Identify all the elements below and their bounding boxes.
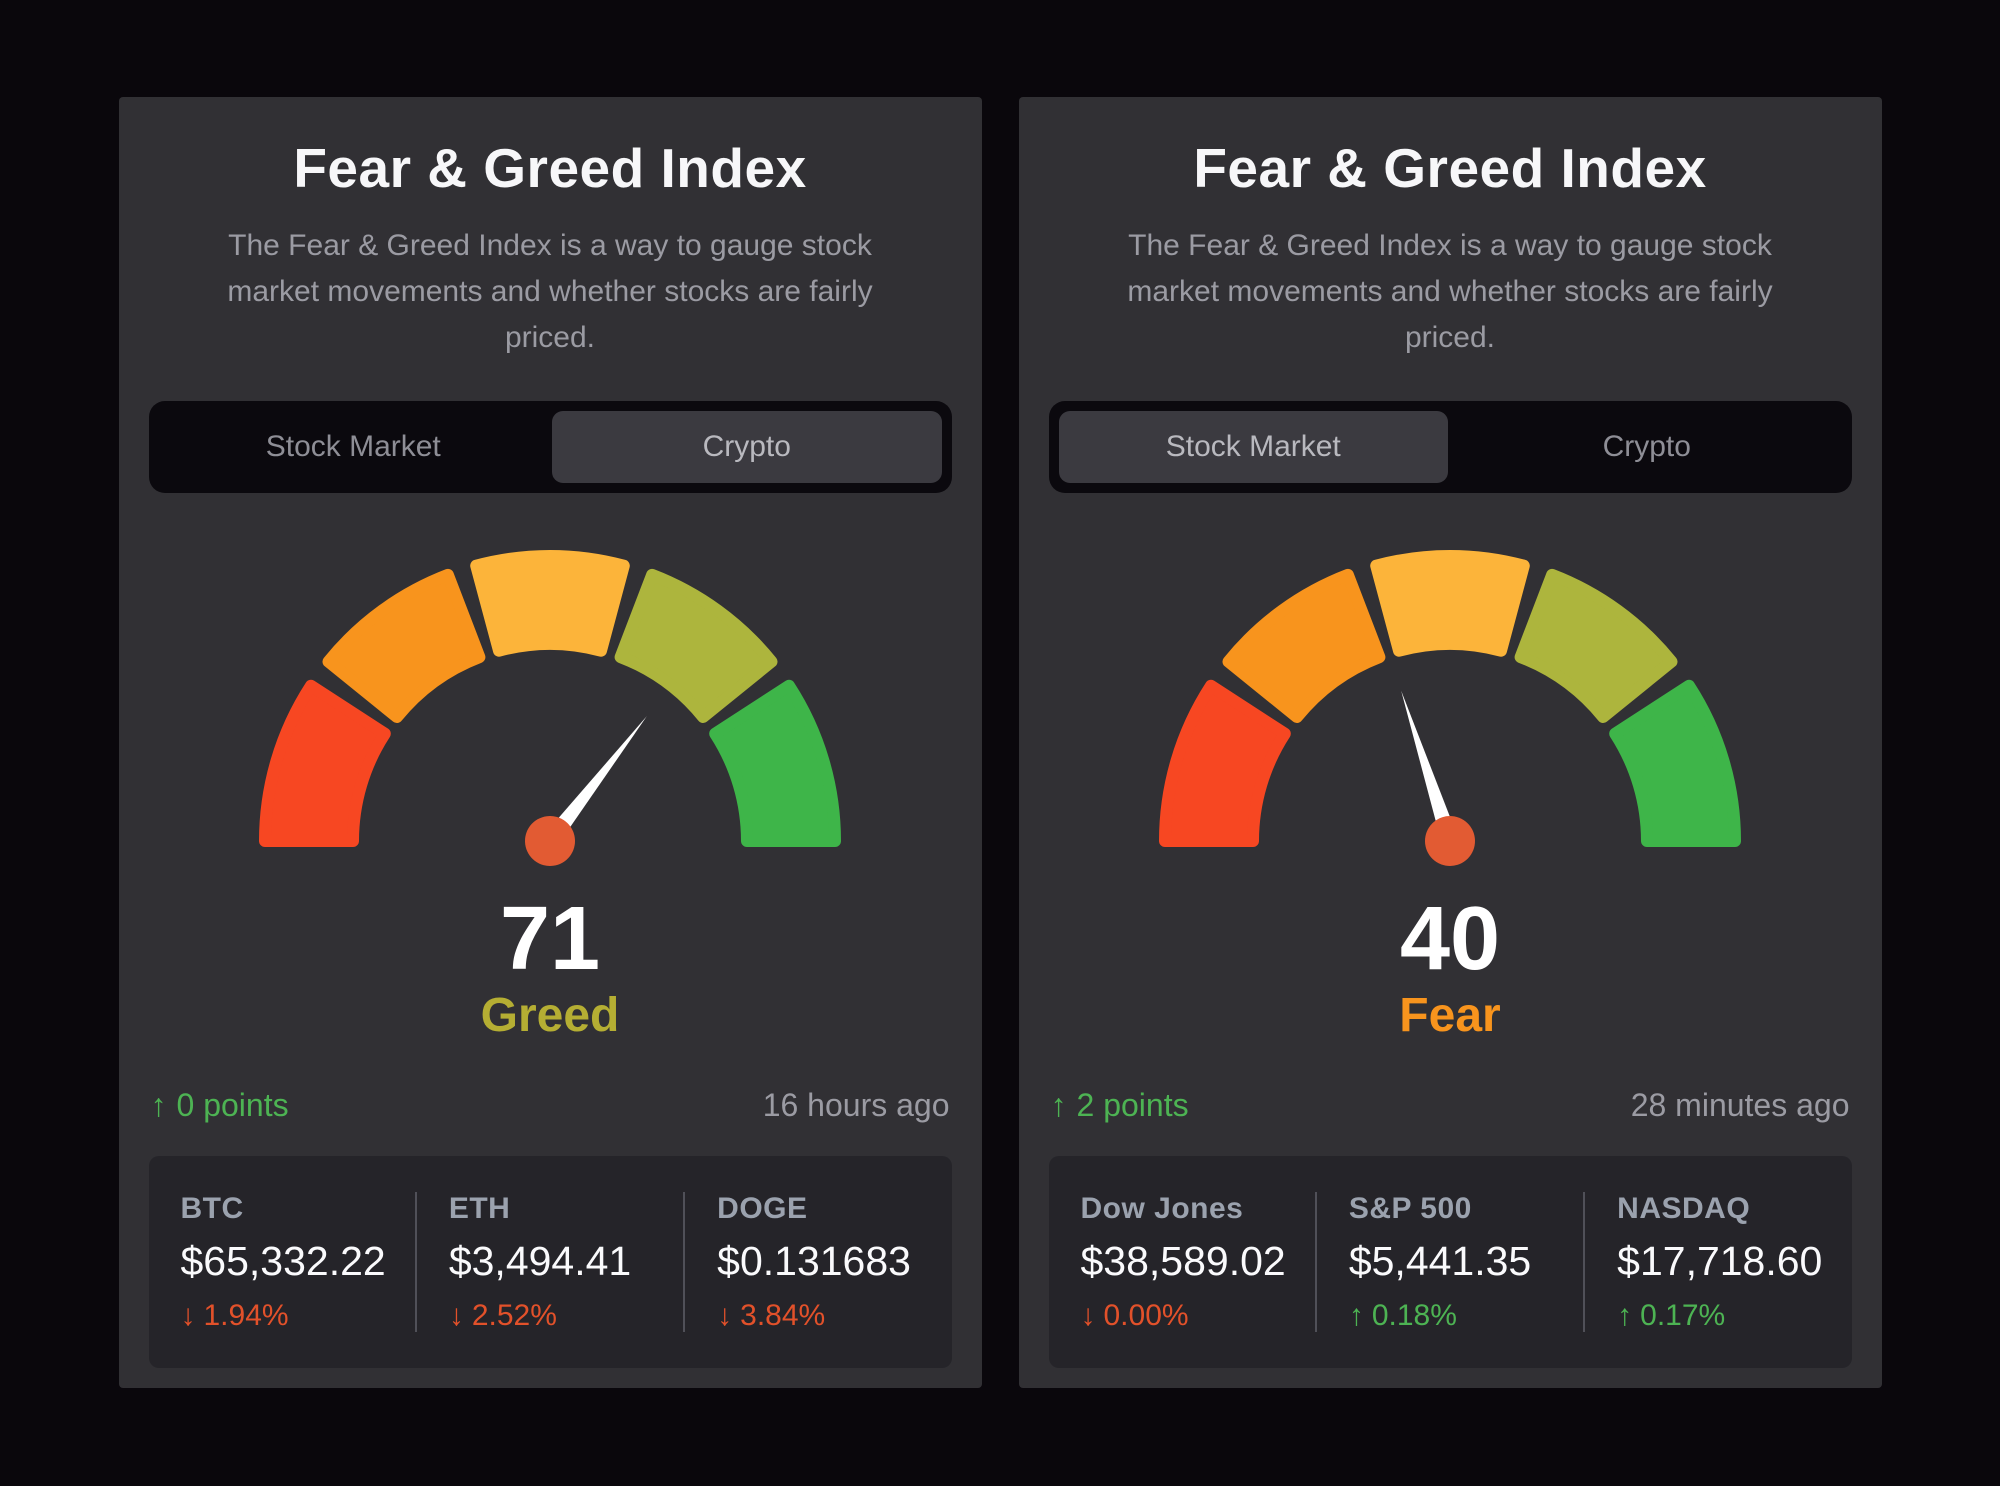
ticker-change-text: 0.00% bbox=[1103, 1298, 1189, 1332]
ticker-item-sp500: S&P 500 $5,441.35 ↑ 0.18% bbox=[1317, 1156, 1583, 1368]
ticker-price: $38,589.02 bbox=[1080, 1237, 1286, 1284]
ticker-item-dow-jones: Dow Jones $38,589.02 ↓ 0.00% bbox=[1049, 1156, 1315, 1368]
ticker-price: $0.131683 bbox=[717, 1237, 911, 1284]
gauge-needle bbox=[1401, 690, 1475, 866]
up-arrow-icon: ↑ bbox=[1050, 1087, 1067, 1123]
points-change: ↑ 2 points bbox=[1051, 1087, 1189, 1124]
up-arrow-icon: ↑ bbox=[1348, 1298, 1364, 1332]
card-description: The Fear & Greed Index is a way to gauge… bbox=[1127, 229, 1773, 354]
card-title: Fear & Greed Index bbox=[293, 137, 807, 199]
ticker-symbol: ETH bbox=[448, 1191, 511, 1225]
gauge-segment-extreme-greed bbox=[1609, 679, 1741, 847]
ticker-price: $65,332.22 bbox=[180, 1237, 386, 1284]
points-change-text: 0 points bbox=[176, 1087, 289, 1123]
tab-stock-market[interactable]: Stock Market bbox=[159, 411, 549, 483]
fear-greed-card-stock-market: Fear & Greed Index The Fear & Greed Inde… bbox=[1018, 97, 1882, 1388]
gauge-segment-extreme-fear bbox=[259, 679, 391, 847]
ticker-price: $5,441.35 bbox=[1348, 1237, 1532, 1284]
ticker-divider bbox=[683, 1192, 686, 1332]
ticker-change-text: 3.84% bbox=[740, 1298, 826, 1332]
ticker-change: ↓ 2.52% bbox=[449, 1299, 557, 1333]
ticker-panel: BTC $65,332.22 ↓ 1.94% ETH $3,494.41 ↓ 2.5… bbox=[148, 1156, 952, 1368]
ticker-panel: Dow Jones $38,589.02 ↓ 0.00% S&P 500 $5,4… bbox=[1048, 1156, 1852, 1368]
gauge-svg bbox=[259, 550, 841, 866]
ticker-change: ↑ 0.17% bbox=[1617, 1299, 1725, 1333]
ticker-change: ↓ 0.00% bbox=[1081, 1299, 1189, 1333]
gauge-segment-greed bbox=[614, 568, 778, 723]
gauge-segment-greed bbox=[1514, 568, 1678, 723]
down-arrow-icon: ↓ bbox=[448, 1298, 464, 1332]
gauge-segment-neutral bbox=[470, 550, 630, 657]
ticker-item-btc: BTC $65,332.22 ↓ 1.94% bbox=[149, 1156, 415, 1368]
tab-crypto[interactable]: Crypto bbox=[1452, 411, 1842, 483]
ticker-price: $17,718.60 bbox=[1617, 1237, 1823, 1284]
last-updated: 16 hours ago bbox=[762, 1087, 950, 1123]
ticker-item-doge: DOGE $0.131683 ↓ 3.84% bbox=[685, 1156, 951, 1368]
gauge-needle bbox=[525, 716, 647, 866]
ticker-price: $3,494.41 bbox=[448, 1237, 632, 1284]
gauge-segment-extreme-fear bbox=[1159, 679, 1291, 847]
market-tab-switcher: Stock Market Crypto bbox=[1048, 401, 1852, 493]
up-arrow-icon: ↑ bbox=[1617, 1298, 1633, 1332]
ticker-change-text: 2.52% bbox=[471, 1298, 557, 1332]
ticker-divider bbox=[414, 1192, 417, 1332]
fear-greed-gauge bbox=[1049, 541, 1852, 873]
ticker-symbol: Dow Jones bbox=[1080, 1191, 1244, 1225]
card-description: The Fear & Greed Index is a way to gauge… bbox=[227, 229, 873, 354]
gauge-sentiment-label: Fear bbox=[1399, 989, 1501, 1042]
gauge-segment-fear bbox=[1222, 568, 1386, 723]
down-arrow-icon: ↓ bbox=[180, 1298, 196, 1332]
gauge-value: 71 bbox=[499, 889, 601, 989]
ticker-change-text: 0.18% bbox=[1371, 1298, 1457, 1332]
ticker-symbol: S&P 500 bbox=[1348, 1191, 1472, 1225]
gauge-segment-fear bbox=[322, 568, 486, 723]
market-tab-switcher: Stock Market Crypto bbox=[148, 401, 952, 493]
gauge-segment-extreme-greed bbox=[709, 679, 841, 847]
points-change-text: 2 points bbox=[1076, 1087, 1189, 1123]
ticker-symbol: BTC bbox=[180, 1191, 244, 1225]
last-updated: 28 minutes ago bbox=[1630, 1087, 1850, 1123]
tab-stock-market[interactable]: Stock Market bbox=[1058, 411, 1448, 483]
fear-greed-gauge bbox=[149, 541, 952, 873]
ticker-divider bbox=[1314, 1192, 1317, 1332]
tab-crypto[interactable]: Crypto bbox=[552, 411, 942, 483]
card-title: Fear & Greed Index bbox=[1193, 137, 1707, 199]
gauge-svg bbox=[1159, 550, 1741, 866]
ticker-symbol: NASDAQ bbox=[1617, 1191, 1751, 1225]
ticker-change-text: 0.17% bbox=[1640, 1298, 1726, 1332]
gauge-value: 40 bbox=[1399, 889, 1501, 989]
ticker-change-text: 1.94% bbox=[203, 1298, 289, 1332]
ticker-item-eth: ETH $3,494.41 ↓ 2.52% bbox=[417, 1156, 683, 1368]
ticker-item-nasdaq: NASDAQ $17,718.60 ↑ 0.17% bbox=[1585, 1156, 1851, 1368]
ticker-change: ↓ 3.84% bbox=[717, 1299, 825, 1333]
ticker-divider bbox=[1583, 1192, 1586, 1332]
ticker-change: ↓ 1.94% bbox=[181, 1299, 289, 1333]
gauge-segment-neutral bbox=[1370, 550, 1530, 657]
down-arrow-icon: ↓ bbox=[717, 1298, 733, 1332]
gauge-sentiment-label: Greed bbox=[480, 989, 620, 1042]
down-arrow-icon: ↓ bbox=[1080, 1298, 1096, 1332]
ticker-symbol: DOGE bbox=[717, 1191, 808, 1225]
fear-greed-card-crypto: Fear & Greed Index The Fear & Greed Inde… bbox=[118, 97, 982, 1388]
ticker-change: ↑ 0.18% bbox=[1349, 1299, 1457, 1333]
up-arrow-icon: ↑ bbox=[150, 1087, 167, 1123]
points-change: ↑ 0 points bbox=[151, 1087, 289, 1124]
